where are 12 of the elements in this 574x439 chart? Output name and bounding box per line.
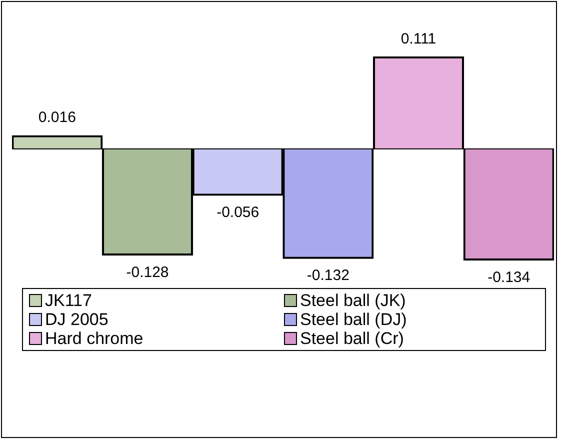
legend-label: Hard chrome: [45, 329, 144, 348]
legend-label: DJ 2005: [45, 310, 108, 329]
legend-label: JK117: [45, 291, 92, 310]
data-label: 0.111: [400, 30, 436, 48]
legend-label: Steel ball (Cr): [300, 329, 404, 348]
legend-label: Steel ball (DJ): [300, 310, 407, 329]
data-label: -0.132: [306, 267, 350, 284]
data-label: -0.134: [488, 268, 530, 286]
legend-label: Steel ball (JK): [300, 291, 406, 310]
data-label: -0.128: [126, 264, 169, 281]
data-label: 0.016: [38, 109, 76, 126]
data-label: -0.056: [216, 204, 260, 222]
